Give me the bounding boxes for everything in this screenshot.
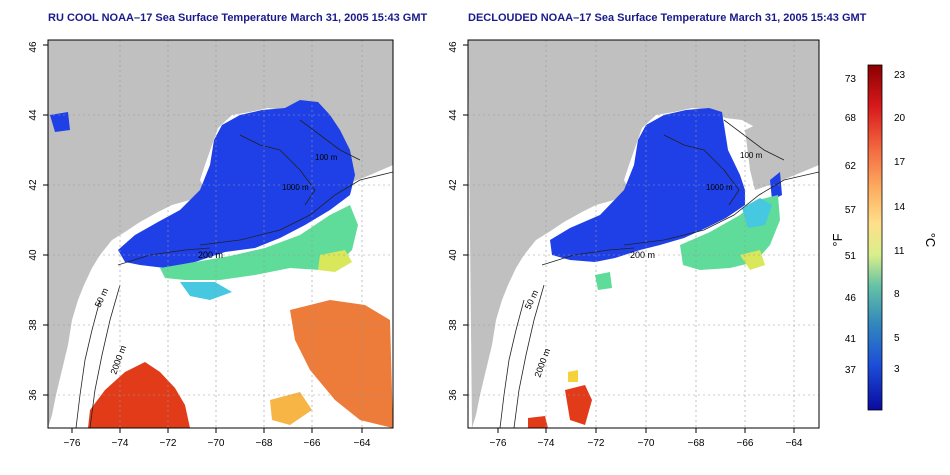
right-map-title: DECLOUDED NOAA–17 Sea Surface Temperatur… <box>468 12 867 24</box>
y-tick-label: 38 <box>28 319 39 331</box>
land-mass <box>745 95 819 190</box>
f-tick-label: 46 <box>845 293 857 304</box>
y-tick-label: 42 <box>28 179 39 191</box>
celsius-ticks: 23 20 17 14 11 8 5 3 <box>894 70 906 375</box>
y-tick-label: 40 <box>28 249 39 261</box>
y-tick-label: 46 <box>448 41 459 53</box>
x-tick-label: −68 <box>688 438 705 449</box>
y-tick-label: 42 <box>448 179 459 191</box>
isobath-label: 200 m <box>630 250 655 260</box>
f-tick-label: 62 <box>845 161 857 172</box>
x-tick-label: −72 <box>588 438 605 449</box>
y-axis-ticks: 36 38 40 42 44 46 <box>28 41 48 401</box>
x-axis-ticks: −76 −74 −72 −70 −68 −66 −64 <box>490 428 803 449</box>
isobath-label: 2000 m <box>108 344 128 376</box>
y-axis-ticks: 36 38 40 42 44 46 <box>448 41 468 401</box>
isobath-label: 2000 m <box>532 347 552 379</box>
isobath-contours <box>499 119 819 428</box>
colorbar-gradient <box>867 64 883 411</box>
c-tick-label: 20 <box>894 113 906 124</box>
c-tick-label: 8 <box>894 289 900 300</box>
c-tick-label: 23 <box>894 70 906 81</box>
map-gridlines <box>468 40 819 428</box>
f-tick-label: 68 <box>845 113 857 124</box>
f-tick-label: 41 <box>845 334 857 345</box>
f-tick-label: 51 <box>845 251 857 262</box>
fahrenheit-ticks: 73 68 62 57 51 46 41 37 <box>845 74 857 376</box>
y-tick-label: 36 <box>448 389 459 401</box>
celsius-unit-label: °C <box>923 233 938 248</box>
x-tick-label: −74 <box>112 438 129 449</box>
x-tick-label: −76 <box>64 438 81 449</box>
y-tick-label: 38 <box>448 319 459 331</box>
c-tick-label: 5 <box>894 333 900 344</box>
mid-water-region <box>318 250 352 272</box>
x-tick-label: −70 <box>638 438 655 449</box>
x-tick-label: −66 <box>737 438 754 449</box>
x-tick-label: −64 <box>354 438 371 449</box>
warm-water-region <box>270 392 312 425</box>
f-tick-label: 57 <box>845 205 857 216</box>
c-tick-label: 17 <box>894 157 906 168</box>
mid-water-region <box>742 198 772 228</box>
y-tick-label: 44 <box>448 109 459 121</box>
right-map-panel: 200 m 50 m 2000 m 1000 m 100 m −76 −74 −… <box>448 39 820 449</box>
fahrenheit-unit-label: °F <box>830 233 845 246</box>
x-tick-label: −72 <box>160 438 177 449</box>
c-tick-label: 14 <box>894 202 906 213</box>
isobath-label: 100 m <box>740 151 763 160</box>
left-map-title: RU COOL NOAA–17 Sea Surface Temperature … <box>48 12 428 24</box>
x-tick-label: −74 <box>538 438 555 449</box>
warm-water-region <box>565 385 592 425</box>
cold-water-region <box>50 112 70 132</box>
isobath-label: 200 m <box>198 250 223 260</box>
y-tick-label: 36 <box>28 389 39 401</box>
left-map-panel: 200 m 50 m 2000 m 1000 m 100 m −76 −74 −… <box>28 39 394 449</box>
isobath-label: 1000 m <box>282 183 309 192</box>
f-tick-label: 73 <box>845 74 857 85</box>
f-tick-label: 37 <box>845 365 857 376</box>
y-tick-label: 46 <box>28 41 39 53</box>
isobath-label: 1000 m <box>706 183 733 192</box>
x-tick-label: −76 <box>490 438 507 449</box>
x-tick-label: −68 <box>256 438 273 449</box>
land-mass <box>48 40 393 428</box>
land-mass <box>468 40 819 428</box>
y-tick-label: 44 <box>28 109 39 121</box>
cold-water-region <box>118 100 355 268</box>
mid-water-region <box>160 205 358 280</box>
mid-water-region <box>595 272 612 290</box>
isobath-contours <box>75 119 393 428</box>
warm-water-region <box>568 370 578 382</box>
x-tick-label: −64 <box>786 438 803 449</box>
x-tick-label: −66 <box>304 438 321 449</box>
colorbar: 73 68 62 57 51 46 41 37 23 20 17 14 11 8… <box>830 64 938 411</box>
y-tick-label: 40 <box>448 249 459 261</box>
isobath-label: 100 m <box>315 153 338 162</box>
isobath-label: 50 m <box>93 286 111 308</box>
cold-water-region <box>770 172 782 200</box>
mid-water-region <box>180 282 232 300</box>
warm-water-region <box>290 300 393 428</box>
warm-water-region <box>528 416 548 428</box>
c-tick-label: 11 <box>894 246 905 257</box>
c-tick-label: 3 <box>894 364 900 375</box>
x-axis-ticks: −76 −74 −72 −70 −68 −66 −64 <box>64 428 371 449</box>
x-tick-label: −70 <box>208 438 225 449</box>
